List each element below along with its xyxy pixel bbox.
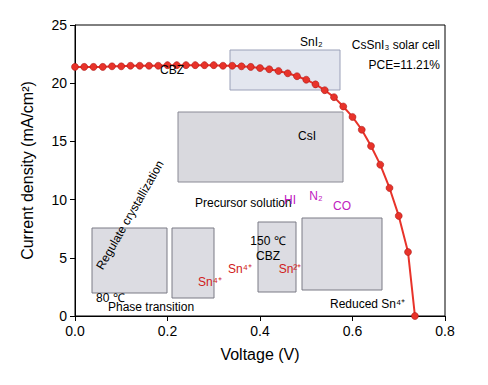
svg-text:0: 0: [59, 308, 67, 324]
svg-text:Phase transition: Phase transition: [108, 300, 194, 314]
svg-text:CBZ: CBZ: [160, 63, 184, 77]
svg-text:HI: HI: [284, 193, 296, 207]
svg-text:150 ℃: 150 ℃: [250, 234, 285, 248]
svg-text:10: 10: [51, 192, 67, 208]
svg-text:20: 20: [51, 75, 67, 91]
svg-text:0.6: 0.6: [343, 323, 363, 339]
svg-text:80 ℃: 80 ℃: [96, 291, 125, 305]
svg-text:0.2: 0.2: [158, 323, 178, 339]
svg-text:Current density (mA/cm²): Current density (mA/cm²): [19, 81, 36, 260]
svg-text:Sn⁴⁺: Sn⁴⁺: [198, 275, 222, 289]
svg-text:25: 25: [51, 17, 67, 33]
svg-text:CsI: CsI: [298, 129, 316, 143]
svg-text:Sn²⁺: Sn²⁺: [279, 262, 302, 276]
svg-text:5: 5: [59, 250, 67, 266]
svg-text:N₂: N₂: [309, 189, 323, 203]
svg-text:15: 15: [51, 133, 67, 149]
svg-text:0.4: 0.4: [250, 323, 270, 339]
svg-text:CBZ: CBZ: [256, 249, 280, 263]
svg-text:CO: CO: [333, 199, 351, 213]
svg-text:SnI₂: SnI₂: [300, 35, 323, 49]
svg-text:CsSnI₃ solar cell: CsSnI₃ solar cell: [352, 38, 440, 52]
svg-text:0.0: 0.0: [65, 323, 85, 339]
svg-text:Reduced Sn⁴⁺: Reduced Sn⁴⁺: [330, 297, 405, 311]
svg-text:Precursor solution: Precursor solution: [195, 196, 292, 210]
svg-text:PCE=11.21%: PCE=11.21%: [369, 58, 441, 72]
svg-text:0.8: 0.8: [435, 323, 455, 339]
svg-text:Sn⁴⁺: Sn⁴⁺: [228, 262, 252, 276]
svg-text:Regulate crystallization: Regulate crystallization: [93, 158, 167, 272]
svg-text:Voltage (V): Voltage (V): [220, 346, 299, 363]
